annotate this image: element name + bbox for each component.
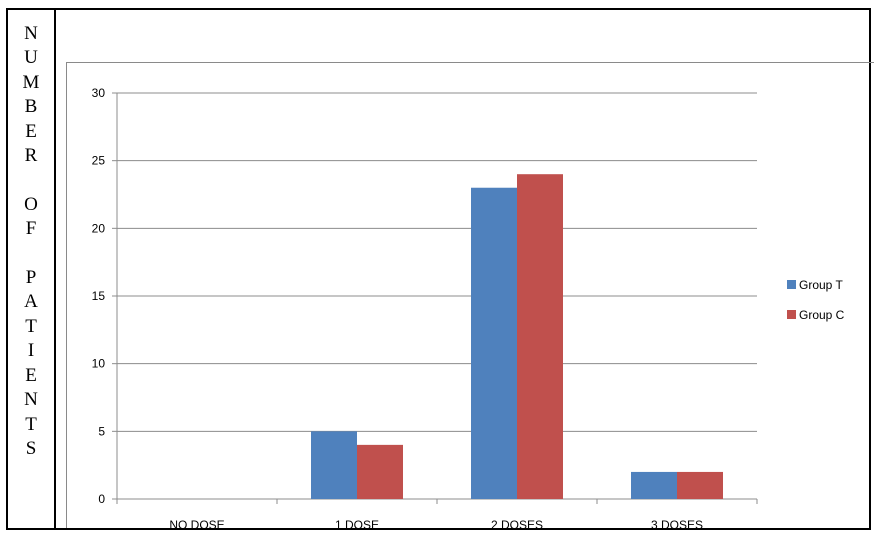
y-tick-label: 15 <box>92 289 106 303</box>
y-tick-label: 20 <box>92 221 106 235</box>
legend-swatch <box>787 310 796 319</box>
bar-group-c <box>357 444 403 499</box>
bar-chart: 0 5 10 15 20 25 30 NO DOSE 1 DOSE 2 DOSES 3 DOSES G… <box>92 86 845 532</box>
y-axis-label-column: N U M B E R O F P A T I E N T S <box>8 10 56 528</box>
bar-group-t <box>311 431 357 499</box>
bar-group-t <box>471 187 517 499</box>
y-tick-label: 25 <box>92 154 106 168</box>
bar-group-t <box>631 471 677 499</box>
x-tick-label: 2 DOSES <box>491 518 543 529</box>
legend-label: Group T <box>799 278 843 292</box>
chart-area: 0 5 10 15 20 25 30 NO DOSE 1 DOSE 2 DOSES 3 DOSES G… <box>66 62 874 532</box>
y-axis-label: N U M B E R O F P A T I E N T S <box>22 23 40 459</box>
x-tick-label: 1 DOSE <box>335 518 379 529</box>
legend-label: Group C <box>799 308 845 322</box>
y-tick-label: 0 <box>98 492 105 506</box>
y-tick-label: 10 <box>92 357 106 371</box>
x-tick-label: NO DOSE <box>169 518 224 529</box>
x-tick-label: 3 DOSES <box>651 518 703 529</box>
y-tick-label: 5 <box>98 424 105 438</box>
figure-frame: N U M B E R O F P A T I E N T S 0 5 10 15 20… <box>6 8 874 532</box>
legend-swatch <box>787 280 796 289</box>
bar-group-c <box>517 174 563 499</box>
bar-group-c <box>677 471 723 499</box>
y-tick-label: 30 <box>92 86 106 100</box>
